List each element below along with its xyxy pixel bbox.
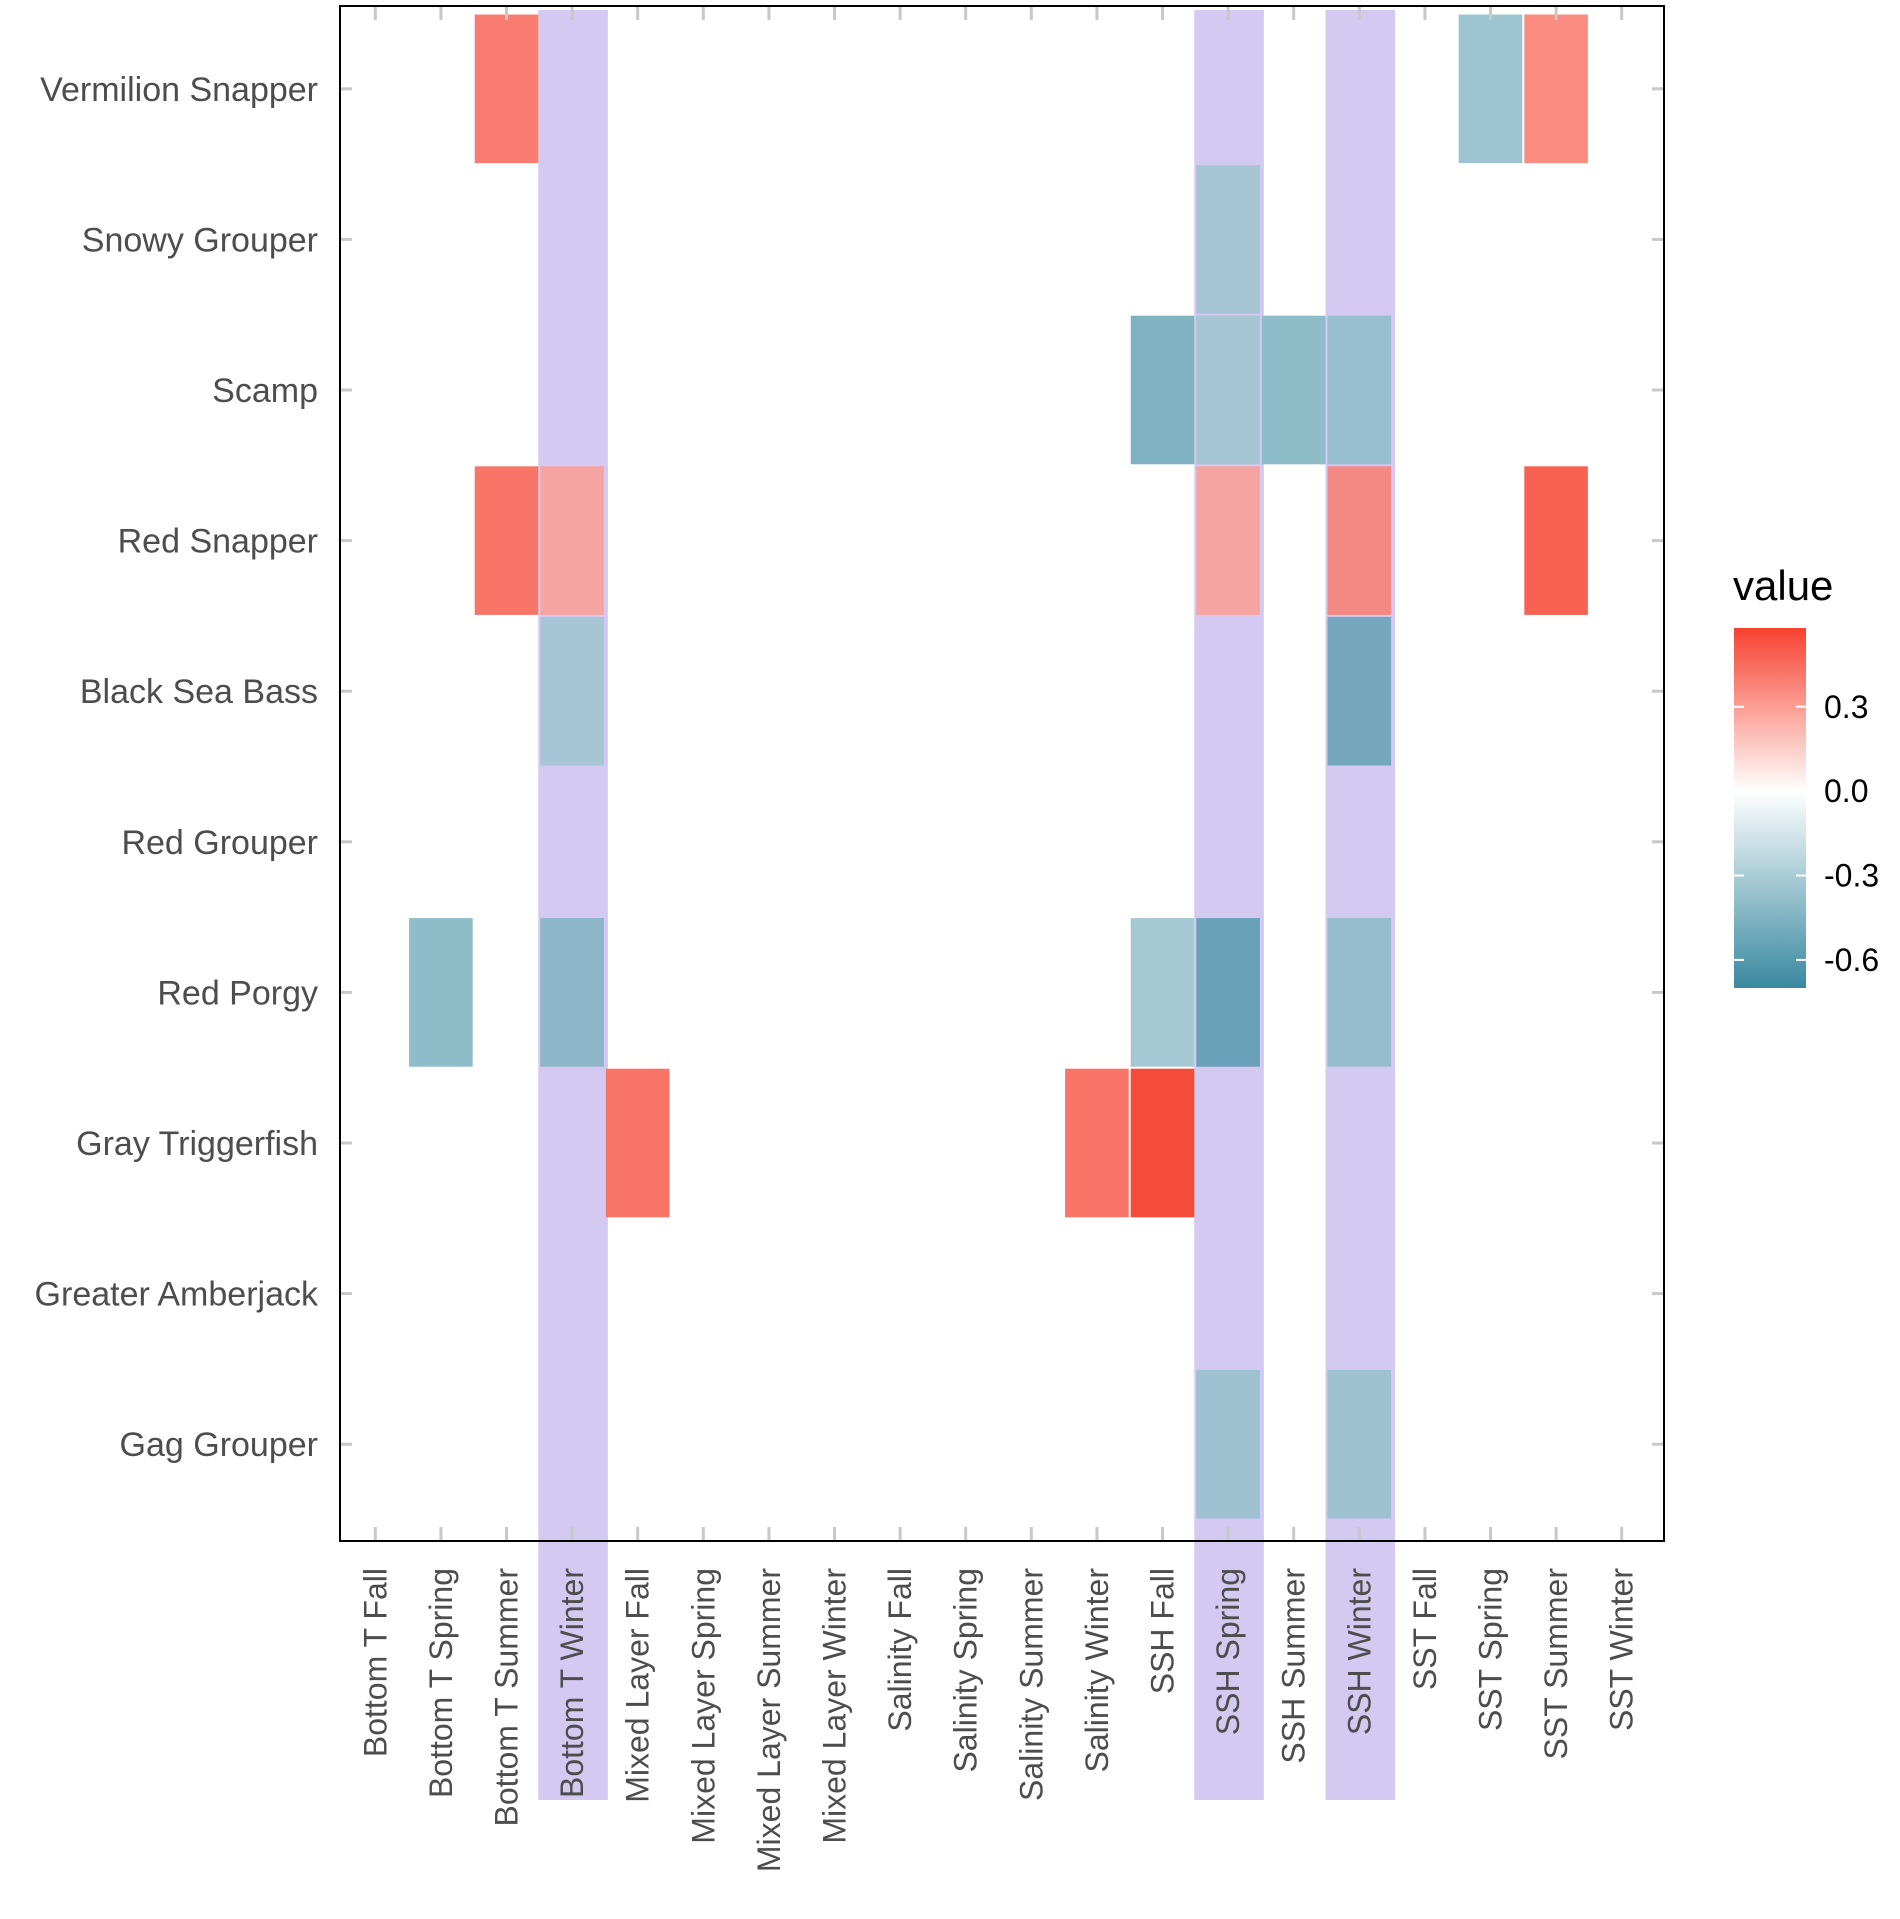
x-tick-label: SST Summer — [1538, 1568, 1574, 1760]
heatmap-cell-vermilion-snapper-sst-spring — [1458, 14, 1523, 164]
heatmap-cell-vermilion-snapper-bottom-t-summer — [474, 14, 539, 164]
x-tick-label: Bottom T Fall — [357, 1568, 393, 1757]
x-tick-label: SST Winter — [1604, 1568, 1640, 1731]
y-tick-label: Scamp — [212, 372, 318, 410]
x-tick-label: Bottom T Summer — [489, 1568, 525, 1827]
heatmap-cell-red-snapper-ssh-spring — [1196, 466, 1260, 615]
y-tick-label: Red Porgy — [157, 974, 318, 1012]
heatmap-cell-red-porgy-ssh-spring — [1196, 918, 1260, 1067]
y-tick-label: Black Sea Bass — [80, 673, 318, 711]
heatmap-cell-red-porgy-bottom-t-spring — [409, 918, 473, 1067]
x-axis-labels: Bottom T Fall Bottom T Spring Bottom T Sum… — [357, 1568, 1639, 1872]
heatmap-cell-scamp-ssh-spring — [1196, 315, 1260, 465]
y-tick-label: Gray Triggerfish — [76, 1125, 318, 1163]
x-tick-label: SSH Spring — [1210, 1568, 1246, 1735]
x-tick-label: Salinity Summer — [1013, 1568, 1049, 1801]
legend-tick-label: 0.0 — [1824, 773, 1868, 809]
y-axis-labels: Gag Grouper Greater Amberjack Gray Trigger… — [35, 71, 319, 1464]
x-tick-label: Salinity Spring — [948, 1568, 984, 1773]
y-tick-label: Red Grouper — [121, 824, 318, 862]
heatmap-cell-snowy-grouper-ssh-spring — [1196, 165, 1260, 314]
legend-tick-label: -0.3 — [1824, 858, 1879, 894]
heatmap-cell-gray-triggerfish-ssh-fall — [1130, 1068, 1195, 1218]
x-tick-label: Salinity Winter — [1079, 1568, 1115, 1773]
x-tick-label: Bottom T Winter — [554, 1568, 590, 1798]
x-tick-label: SST Fall — [1407, 1568, 1443, 1690]
heatmap-cell-gag-grouper-ssh-spring — [1196, 1369, 1260, 1519]
x-tick-label: Mixed Layer Summer — [751, 1568, 787, 1872]
heatmap-cell-red-snapper-bottom-t-winter — [540, 466, 604, 615]
y-tick-label: Gag Grouper — [120, 1426, 318, 1464]
x-tick-label: Mixed Layer Fall — [620, 1568, 656, 1803]
panel-border — [339, 5, 1665, 1542]
x-tick-label: SSH Winter — [1341, 1568, 1377, 1735]
legend-title: value — [1733, 562, 1833, 609]
legend-tick-label: 0.3 — [1824, 689, 1868, 725]
x-tick-label: SSH Fall — [1145, 1568, 1181, 1694]
heatmap-cell-red-porgy-ssh-winter — [1327, 918, 1392, 1067]
heatmap-cell-gag-grouper-ssh-winter — [1327, 1369, 1392, 1519]
x-tick-label: Salinity Fall — [882, 1568, 918, 1732]
heatmap-cell-vermilion-snapper-sst-summer — [1524, 14, 1588, 164]
heatmap-cell-scamp-ssh-fall — [1130, 315, 1195, 465]
heatmap-cell-red-snapper-ssh-winter — [1327, 466, 1392, 615]
x-tick-label: Mixed Layer Winter — [817, 1568, 853, 1844]
y-tick-label: Red Snapper — [118, 523, 318, 561]
heatmap-cell-gray-triggerfish-mixed-layer-fall — [605, 1068, 670, 1218]
heatmap-cell-red-snapper-bottom-t-summer — [474, 466, 539, 615]
y-tick-label: Snowy Grouper — [82, 221, 318, 259]
legend-colorbar — [1734, 628, 1806, 988]
x-tick-label: Mixed Layer Spring — [685, 1568, 721, 1844]
heatmap-cell-black-sea-bass-ssh-winter — [1327, 616, 1392, 766]
y-tick-label: Greater Amberjack — [35, 1276, 319, 1314]
heatmap-cell-gray-triggerfish-salinity-winter — [1065, 1068, 1129, 1218]
x-tick-label: SST Spring — [1473, 1568, 1509, 1731]
heatmap-cell-black-sea-bass-bottom-t-winter — [540, 616, 604, 766]
heatmap-cell-red-porgy-salinity-fall — [868, 918, 932, 1067]
cell-layer — [409, 14, 1588, 1519]
heatmap-cell-red-porgy-bottom-t-winter — [540, 918, 604, 1067]
tick-layer — [340, 6, 1664, 1541]
y-tick-label: Vermilion Snapper — [40, 71, 318, 109]
legend-ticks: 0.3 0.0 -0.3 -0.6 — [1734, 689, 1879, 978]
heatmap-cell-red-snapper-sst-summer — [1524, 466, 1588, 615]
heatmap-cell-scamp-ssh-summer — [1261, 315, 1326, 465]
heatmap-cell-red-porgy-ssh-fall — [1130, 918, 1195, 1067]
color-legend: value 0.3 0.0 -0.3 -0.6 — [1733, 562, 1879, 988]
heatmap-cell-scamp-ssh-winter — [1327, 315, 1392, 465]
x-tick-label: SSH Summer — [1276, 1568, 1312, 1764]
x-tick-label: Bottom T Spring — [423, 1568, 459, 1798]
highlight-band-bottom-t-winter — [538, 10, 608, 1800]
legend-tick-label: -0.6 — [1824, 942, 1879, 978]
